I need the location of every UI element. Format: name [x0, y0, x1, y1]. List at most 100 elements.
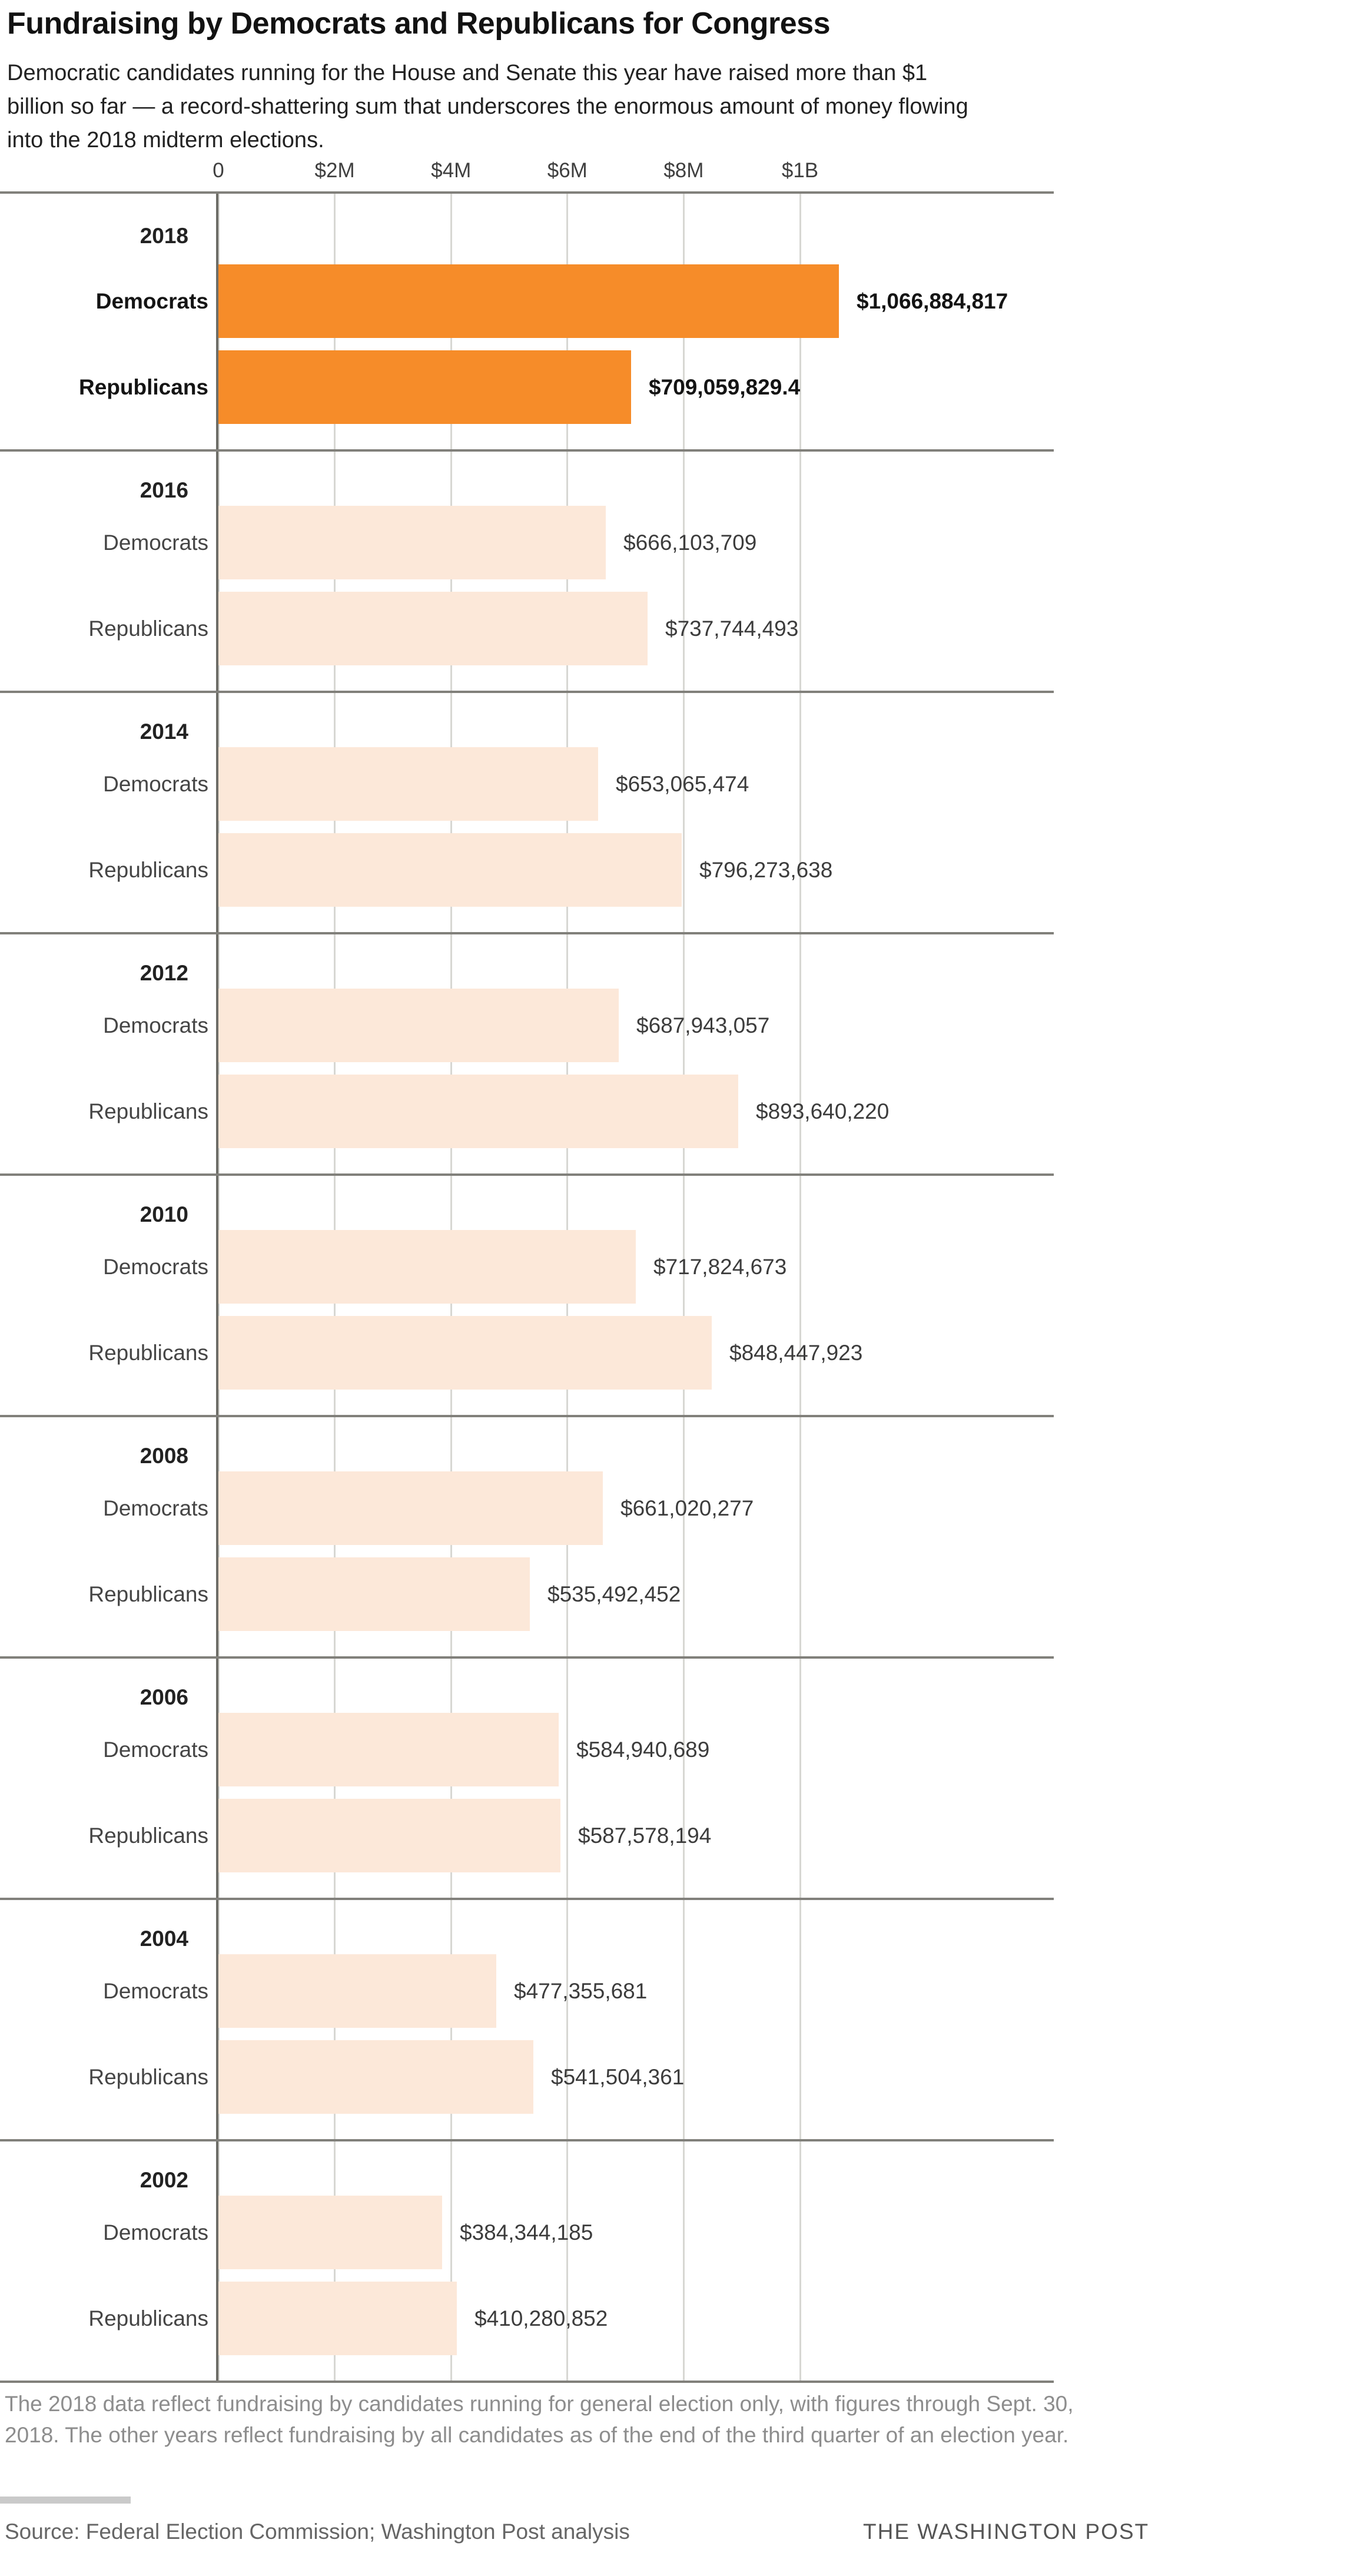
bar-row: Republicans $587,578,194 [0, 1799, 1054, 1872]
bar-row: Democrats $384,344,185 [0, 2196, 1054, 2269]
footnote: The 2018 data reflect fundraising by can… [5, 2392, 1074, 2447]
bar [218, 1954, 496, 2028]
bar-row: Democrats $584,940,689 [0, 1713, 1054, 1786]
bar-row: Republicans $535,492,452 [0, 1557, 1054, 1631]
value-label: $717,824,673 [653, 1255, 787, 1279]
value-label: $535,492,452 [547, 1582, 681, 1606]
chart-title: Fundraising by Democrats and Republicans… [7, 6, 831, 41]
bar [218, 833, 682, 907]
party-label: Democrats [95, 289, 208, 313]
year-block: 2002 Democrats $384,344,185 Republicans … [0, 2139, 1054, 2381]
party-label: Democrats [103, 772, 208, 796]
bar-row: Republicans $541,504,361 [0, 2040, 1054, 2114]
party-label: Republicans [88, 2065, 208, 2089]
bar [218, 592, 648, 665]
party-label: Democrats [103, 2220, 208, 2245]
party-label: Democrats [103, 1255, 208, 1279]
value-label: $1,066,884,817 [857, 289, 1008, 313]
value-label: $477,355,681 [514, 1979, 648, 2003]
gridline [682, 191, 685, 2383]
bar [218, 2282, 457, 2355]
bar [218, 350, 631, 424]
year-block: 2004 Democrats $477,355,681 Republicans … [0, 1898, 1054, 2139]
x-tick-label: $8M [663, 159, 704, 182]
bar [218, 989, 619, 1062]
party-label: Democrats [103, 1013, 208, 1037]
bar [218, 1799, 560, 1872]
value-label: $384,344,185 [460, 2220, 593, 2245]
party-label: Republicans [88, 1099, 208, 1123]
bar [218, 2040, 533, 2114]
zero-axis-line [216, 191, 218, 2383]
party-label: Democrats [103, 1979, 208, 2003]
footer-divider [0, 2497, 131, 2504]
year-label: 2006 [140, 1685, 188, 1709]
party-label: Republicans [88, 616, 208, 641]
x-tick-label: 0 [213, 159, 224, 182]
bar [218, 1713, 559, 1786]
bar-row: Democrats $661,020,277 [0, 1471, 1054, 1545]
publisher-brand: THE WASHINGTON POST [863, 2519, 1150, 2544]
year-label: 2016 [140, 478, 188, 502]
party-label: Republicans [88, 1341, 208, 1365]
value-label: $666,103,709 [623, 531, 757, 555]
bar-row: Republicans $796,273,638 [0, 833, 1054, 907]
bar [218, 506, 606, 579]
value-label: $653,065,474 [616, 772, 749, 796]
year-block: 2016 Democrats $666,103,709 Republicans … [0, 449, 1054, 691]
value-label: $737,744,493 [665, 616, 799, 641]
year-block: 2008 Democrats $661,020,277 Republicans … [0, 1415, 1054, 1656]
value-label: $584,940,689 [576, 1738, 710, 1762]
bar-row: Republicans $737,744,493 [0, 592, 1054, 665]
bar [218, 2196, 442, 2269]
bar [218, 264, 839, 338]
separator [0, 2381, 1054, 2383]
bar-row: Democrats $687,943,057 [0, 989, 1054, 1062]
bar-row: Republicans $848,447,923 [0, 1316, 1054, 1390]
bar [218, 1075, 738, 1148]
year-block: 2018 Democrats $1,066,884,817 Republican… [0, 191, 1054, 449]
bar [218, 1316, 712, 1390]
bar-row: Republicans $410,280,852 [0, 2282, 1054, 2355]
year-label: 2004 [140, 1927, 188, 1951]
value-label: $587,578,194 [578, 1824, 712, 1848]
bar [218, 1230, 636, 1304]
party-label: Democrats [103, 1738, 208, 1762]
party-label: Republicans [79, 375, 208, 399]
value-label: $687,943,057 [636, 1013, 770, 1037]
value-label: $848,447,923 [729, 1341, 863, 1365]
party-label: Republicans [88, 1582, 208, 1606]
x-tick-label: $6M [547, 159, 588, 182]
x-tick-label: $4M [431, 159, 472, 182]
bar-row: Republicans $709,059,829.4 [0, 350, 1054, 424]
year-block: 2012 Democrats $687,943,057 Republicans … [0, 932, 1054, 1173]
value-label: $893,640,220 [756, 1099, 890, 1123]
year-block: 2006 Democrats $584,940,689 Republicans … [0, 1656, 1054, 1898]
party-label: Republicans [88, 858, 208, 882]
bar [218, 1471, 603, 1545]
bar [218, 1557, 530, 1631]
party-label: Democrats [103, 531, 208, 555]
bar-row: Democrats $1,066,884,817 [0, 264, 1054, 338]
chart-subtitle: Democratic candidates running for the Ho… [7, 61, 968, 152]
gridline [799, 191, 801, 2383]
x-tick-label: $1B [781, 159, 819, 182]
x-tick-label: $2M [314, 159, 355, 182]
value-label: $541,504,361 [551, 2065, 685, 2089]
year-label: 2012 [140, 961, 188, 985]
year-block: 2014 Democrats $653,065,474 Republicans … [0, 691, 1054, 932]
year-label: 2008 [140, 1444, 188, 1468]
bar-row: Democrats $666,103,709 [0, 506, 1054, 579]
bar-row: Democrats $477,355,681 [0, 1954, 1054, 2028]
value-label: $661,020,277 [620, 1496, 754, 1520]
bar [218, 747, 598, 821]
year-label: 2014 [140, 720, 188, 744]
year-block: 2010 Democrats $717,824,673 Republicans … [0, 1173, 1054, 1415]
value-label: $709,059,829.4 [649, 375, 801, 399]
bar-chart: 2018 Democrats $1,066,884,817 Republican… [0, 191, 1354, 2383]
value-label: $410,280,852 [474, 2306, 608, 2330]
source-credit: Source: Federal Election Commission; Was… [5, 2519, 630, 2544]
party-label: Democrats [103, 1496, 208, 1520]
year-label: 2018 [140, 224, 188, 248]
party-label: Republicans [88, 1824, 208, 1848]
